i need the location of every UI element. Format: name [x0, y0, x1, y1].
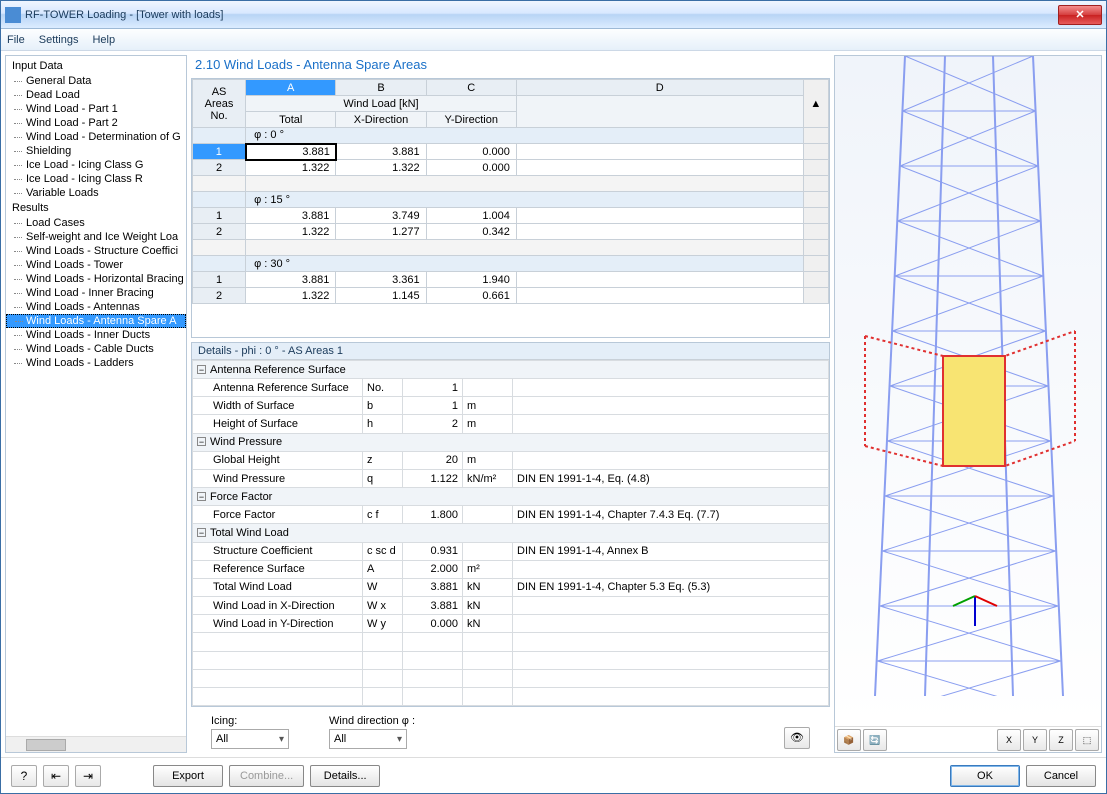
viewer-canvas[interactable]: [835, 56, 1101, 726]
tree-item[interactable]: Wind Loads - Cable Ducts: [6, 342, 186, 356]
tree-item[interactable]: Wind Loads - Antennas: [6, 300, 186, 314]
tower-svg: [835, 56, 1101, 696]
icing-combo[interactable]: All: [211, 729, 289, 749]
view-toggle-button[interactable]: 👁: [784, 727, 810, 749]
tree-item[interactable]: Ice Load - Icing Class R: [6, 172, 186, 186]
wind-dir-combo[interactable]: All: [329, 729, 407, 749]
tree-item[interactable]: Shielding: [6, 144, 186, 158]
footer: ? ⇤ ⇥ Export Combine... Details... OK Ca…: [1, 757, 1106, 793]
tree-item[interactable]: Variable Loads: [6, 186, 186, 200]
export-button[interactable]: Export: [153, 765, 223, 787]
view-btn-y[interactable]: Y: [1023, 729, 1047, 751]
tree-item[interactable]: Wind Load - Part 1: [6, 102, 186, 116]
tree-item[interactable]: Wind Loads - Tower: [6, 258, 186, 272]
help-button[interactable]: ?: [11, 765, 37, 787]
tree-item[interactable]: Wind Loads - Inner Ducts: [6, 328, 186, 342]
tree-item[interactable]: Self-weight and Ice Weight Loa: [6, 230, 186, 244]
section-title: 2.10 Wind Loads - Antenna Spare Areas: [191, 55, 830, 74]
view-btn-2[interactable]: 🔄: [863, 729, 887, 751]
details-button[interactable]: Details...: [310, 765, 380, 787]
wind-dir-label: Wind direction φ :: [329, 715, 415, 727]
tree-item[interactable]: Load Cases: [6, 216, 186, 230]
tree-root-results[interactable]: Results: [6, 200, 186, 216]
nav-tree: Input DataGeneral DataDead LoadWind Load…: [5, 55, 187, 753]
tree-item[interactable]: Dead Load: [6, 88, 186, 102]
model-viewer: 📦 🔄 X Y Z ⬚: [834, 55, 1102, 753]
details-panel: Details - phi : 0 ° - AS Areas 1 −Antenn…: [191, 342, 830, 707]
tree-item[interactable]: Wind Load - Inner Bracing: [6, 286, 186, 300]
nav-next-button[interactable]: ⇥: [75, 765, 101, 787]
details-title: Details - phi : 0 ° - AS Areas 1: [192, 343, 829, 360]
tree-item[interactable]: Wind Loads - Horizontal Bracing: [6, 272, 186, 286]
menu-settings[interactable]: Settings: [39, 34, 79, 46]
viewer-toolbar: 📦 🔄 X Y Z ⬚: [835, 726, 1101, 752]
view-btn-z[interactable]: Z: [1049, 729, 1073, 751]
view-btn-1[interactable]: 📦: [837, 729, 861, 751]
menu-help[interactable]: Help: [92, 34, 115, 46]
menubar: File Settings Help: [1, 29, 1106, 51]
icing-label: Icing:: [211, 715, 289, 727]
main-panel: 2.10 Wind Loads - Antenna Spare Areas AS…: [191, 55, 830, 753]
tree-hscrollbar[interactable]: [6, 736, 186, 752]
tree-item[interactable]: Wind Load - Determination of G: [6, 130, 186, 144]
ok-button[interactable]: OK: [950, 765, 1020, 787]
close-button[interactable]: ✕: [1058, 5, 1102, 25]
cancel-button[interactable]: Cancel: [1026, 765, 1096, 787]
filters-row: Icing: All Wind direction φ : All 👁: [191, 711, 830, 753]
menu-file[interactable]: File: [7, 34, 25, 46]
titlebar-text: RF-TOWER Loading - [Tower with loads]: [25, 9, 1058, 21]
app-window: RF-TOWER Loading - [Tower with loads] ✕ …: [0, 0, 1107, 794]
tree-item[interactable]: Wind Load - Part 2: [6, 116, 186, 130]
tree-item[interactable]: Wind Loads - Antenna Spare A: [6, 314, 186, 328]
tree-item[interactable]: General Data: [6, 74, 186, 88]
tree-item[interactable]: Ice Load - Icing Class G: [6, 158, 186, 172]
combine-button[interactable]: Combine...: [229, 765, 304, 787]
nav-prev-button[interactable]: ⇤: [43, 765, 69, 787]
view-btn-x[interactable]: X: [997, 729, 1021, 751]
tree-item[interactable]: Wind Loads - Ladders: [6, 356, 186, 370]
results-grid[interactable]: AS AreasNo.ABCD▲Wind Load [kN]TotalX-Dir…: [191, 78, 830, 338]
app-icon: [5, 7, 21, 23]
view-btn-iso[interactable]: ⬚: [1075, 729, 1099, 751]
tree-item[interactable]: Wind Loads - Structure Coeffici: [6, 244, 186, 258]
titlebar: RF-TOWER Loading - [Tower with loads] ✕: [1, 1, 1106, 29]
tree-root-input[interactable]: Input Data: [6, 58, 186, 74]
